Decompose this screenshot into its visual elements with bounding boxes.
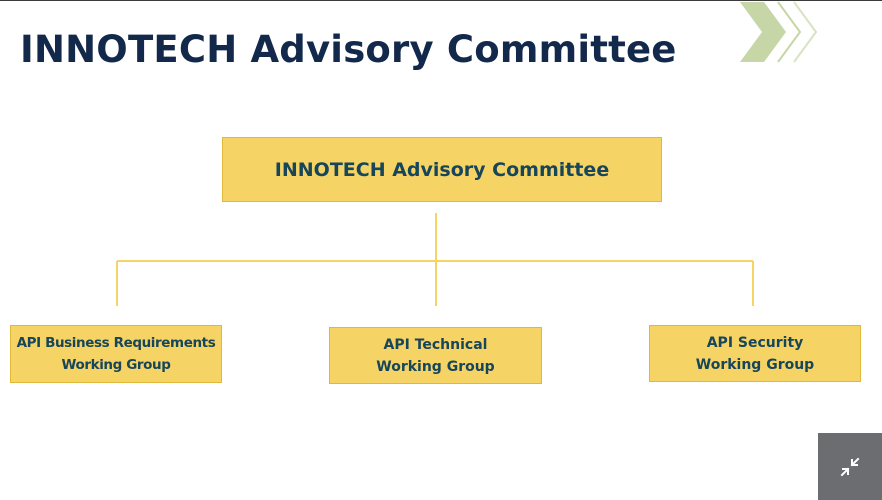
org-node-technical: API Technical Working Group	[329, 327, 542, 384]
top-rule	[0, 0, 882, 1]
org-node-business-requirements: API Business Requirements Working Group	[10, 325, 222, 383]
org-node-label-line1: API Security	[706, 334, 804, 351]
org-node-label-line2: Working Group	[376, 358, 495, 375]
org-node-root: INNOTECH Advisory Committee	[222, 137, 662, 202]
org-node-root-label: INNOTECH Advisory Committee	[274, 158, 610, 181]
org-node-label-line1: API Business Requirements	[16, 335, 216, 351]
org-node-label-line1: API Technical	[383, 336, 488, 353]
slide-title: INNOTECH Advisory Committee	[20, 28, 677, 71]
org-node-label-line2: Working Group	[61, 357, 171, 373]
collapse-arrows-icon	[840, 457, 860, 476]
exit-fullscreen-button[interactable]	[818, 433, 882, 500]
org-node-label-line2: Working Group	[695, 356, 815, 373]
org-node-security: API Security Working Group	[649, 325, 861, 382]
double-chevron-right-icon	[740, 1, 818, 63]
